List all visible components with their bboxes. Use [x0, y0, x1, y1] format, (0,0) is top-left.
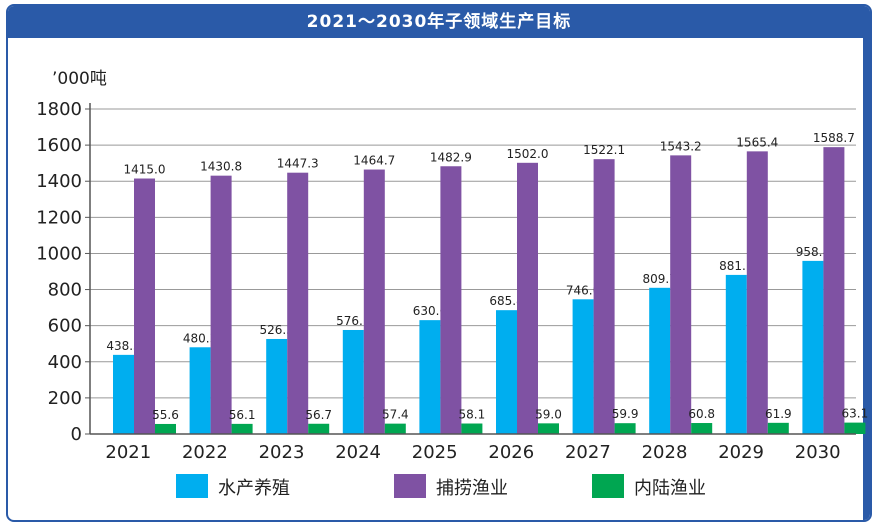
bar	[440, 166, 462, 435]
bar	[210, 175, 232, 434]
bar	[649, 287, 671, 434]
y-tick-label: 200	[48, 388, 82, 409]
x-tick-label: 2029	[718, 442, 764, 463]
frame-edge-stripe	[863, 38, 870, 520]
bar	[384, 423, 406, 434]
bar-value-label: 809.7	[643, 272, 677, 286]
bar-value-label: 685.8	[489, 294, 523, 308]
y-tick-label: 400	[48, 352, 82, 373]
bar-value-label: 1565.4	[736, 135, 778, 149]
bar-value-label: 526.3	[260, 323, 294, 337]
bar-value-label: 1502.0	[507, 147, 549, 161]
x-tick-label: 2025	[412, 442, 458, 463]
legend-label: 水产养殖	[218, 477, 290, 499]
legend-label: 捕捞渔业	[436, 478, 508, 499]
bar-value-label: 63.1	[842, 407, 869, 421]
bar-value-label: 1522.1	[583, 143, 625, 157]
bar-value-label: 60.8	[688, 407, 715, 421]
bar	[670, 155, 692, 434]
y-tick-label: 1200	[36, 207, 82, 228]
bar	[419, 320, 441, 434]
bar-value-label: 630.6	[413, 304, 447, 318]
legend-swatch	[592, 474, 624, 498]
x-tick-label: 2022	[182, 442, 228, 463]
bar-value-label: 61.9	[765, 407, 792, 421]
bar	[342, 329, 364, 434]
bar	[614, 423, 636, 434]
bar	[517, 162, 538, 435]
x-tick-label: 2021	[105, 442, 151, 463]
bar-value-label: 881.1	[719, 259, 753, 273]
bar-value-label: 1430.8	[200, 160, 242, 174]
x-axis-ticks: 2021 2022 2023 2024 2025 2026 2027 2028 2029 2030	[105, 442, 840, 463]
bar-value-label: 59.9	[612, 407, 639, 421]
bar	[363, 169, 385, 434]
bars: 438.3 1415.0 55.6 480.3 1430.8 56.1 526.3 1447.…	[106, 131, 869, 435]
x-tick-label: 2026	[488, 442, 534, 463]
bar-value-label: 746.0	[566, 283, 600, 297]
bar-value-label: 59.0	[535, 407, 562, 421]
y-tick-label: 800	[48, 280, 82, 301]
bar	[113, 354, 134, 434]
bar	[593, 159, 615, 434]
bar-value-label: 1415.0	[124, 163, 166, 177]
y-tick-label: 1800	[36, 99, 82, 120]
legend-label: 内陆渔业	[634, 478, 706, 499]
x-tick-label: 2027	[565, 442, 611, 463]
bar-value-label: 56.7	[305, 408, 332, 422]
y-tick-label: 1400	[36, 171, 82, 192]
bar	[461, 423, 483, 434]
bar-value-label: 480.3	[183, 331, 217, 345]
bar	[134, 178, 155, 434]
bar	[691, 423, 713, 434]
bar	[266, 338, 288, 434]
bar-value-label: 438.3	[106, 339, 140, 353]
bar	[767, 422, 789, 434]
x-tick-label: 2030	[795, 442, 841, 463]
y-axis-ticks: 0 200 400 600 800 1000 1200 1400 1600 1800	[36, 99, 90, 445]
y-tick-label: 1000	[36, 243, 82, 264]
bar	[308, 423, 330, 434]
x-tick-label: 2023	[259, 442, 305, 463]
bar	[231, 423, 253, 434]
unit-label: ’000吨	[52, 69, 107, 89]
legend-swatch	[176, 474, 208, 498]
bar-value-label: 1588.7	[813, 131, 855, 145]
bar	[572, 299, 594, 434]
bar	[725, 274, 747, 434]
bar	[746, 151, 768, 434]
bar-value-label: 576.1	[336, 314, 370, 328]
bar	[538, 423, 559, 434]
bar	[155, 423, 176, 434]
chart-title: 2021～2030年子领域生产目标	[8, 6, 870, 38]
bar-value-label: 1543.2	[660, 139, 702, 153]
legend-swatch	[394, 474, 426, 498]
chart-frame: 2021～2030年子领域生产目标 ’000吨 0 200 400 600 800 100…	[6, 4, 872, 522]
y-tick-label: 1600	[36, 135, 82, 156]
bar-value-label: 1447.3	[277, 157, 319, 171]
bar	[802, 260, 824, 434]
bar	[844, 422, 866, 434]
y-tick-label: 0	[71, 424, 82, 445]
bar	[496, 310, 517, 434]
bar-value-label: 58.1	[459, 408, 486, 422]
bar	[823, 147, 845, 435]
bar-value-label: 1482.9	[430, 150, 472, 164]
bar	[287, 172, 309, 434]
x-tick-label: 2028	[642, 442, 688, 463]
bar-value-label: 958.8	[796, 245, 830, 259]
bar-value-label: 57.4	[382, 408, 409, 422]
y-tick-label: 600	[48, 316, 82, 337]
bar	[189, 347, 211, 434]
bar-value-label: 56.1	[229, 408, 256, 422]
bar-value-label: 1464.7	[353, 154, 395, 168]
x-tick-label: 2024	[335, 442, 381, 463]
legend: 水产养殖 捕捞渔业 内陆渔业	[176, 474, 706, 499]
bar-chart: ’000吨 020040060080010001200140016001800 …	[36, 69, 869, 499]
bar-value-label: 55.6	[152, 408, 179, 422]
